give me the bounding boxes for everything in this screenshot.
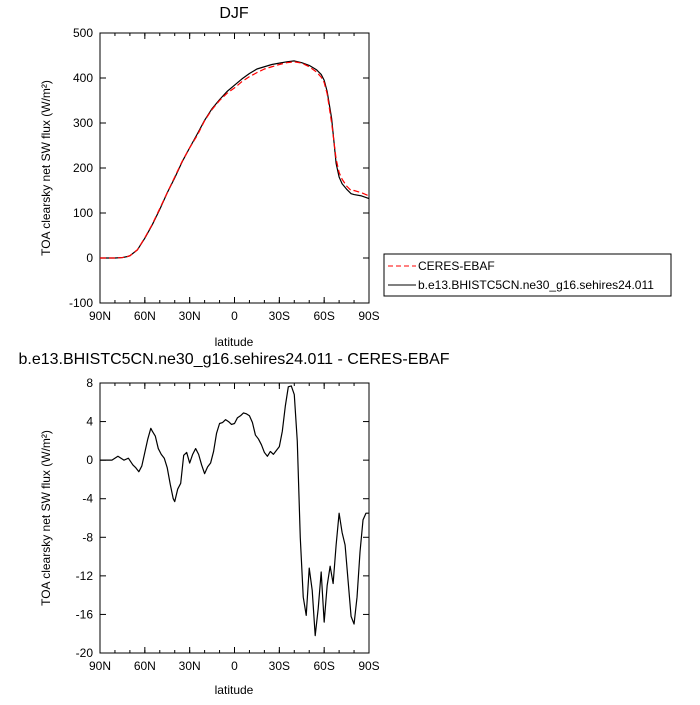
top-x-tick-label: 90N <box>89 309 111 323</box>
top-y-tick-label: 200 <box>73 161 93 175</box>
top-chart-title: DJF <box>219 5 249 22</box>
top-x-tick-label: 30S <box>269 309 290 323</box>
bottom-series-line <box>100 385 369 637</box>
top-x-tick-label: 90S <box>358 309 379 323</box>
bottom-y-tick-label: 8 <box>86 376 93 390</box>
bottom-y-tick-label: -12 <box>76 569 94 583</box>
top-y-tick-label: 100 <box>73 206 93 220</box>
bottom-x-tick-label: 0 <box>231 659 238 673</box>
legend-label-model: b.e13.BHISTC5CN.ne30_g16.sehires24.011 <box>418 278 654 292</box>
bottom-x-tick-label: 30N <box>179 659 201 673</box>
bottom-chart-title: b.e13.BHISTC5CN.ne30_g16.sehires24.011 -… <box>18 351 449 368</box>
bottom-y-tick-label: -8 <box>82 530 93 544</box>
legend-box <box>383 253 672 297</box>
top-x-tick-label: 60N <box>134 309 156 323</box>
bottom-x-axis-label: latitude <box>215 683 254 697</box>
bottom-series-lines <box>100 385 369 637</box>
bottom-y-tick-label: -20 <box>76 646 94 660</box>
top-legend: CERES-EBAF b.e13.BHISTC5CN.ne30_g16.sehi… <box>383 253 672 297</box>
top-axes: 90N 60N 30N 0 30S 60S 90S -100 0 100 200 300 400 500 <box>69 26 380 323</box>
top-x-tick-label: 60S <box>313 309 334 323</box>
top-y-tick-label: 0 <box>86 251 93 265</box>
top-x-tick-label: 0 <box>231 309 238 323</box>
bottom-x-tick-label: 90S <box>358 659 379 673</box>
top-y-axis-label: TOA clearsky net SW flux (W/m²) <box>39 80 53 256</box>
legend-label-ceres: CERES-EBAF <box>418 259 495 273</box>
bottom-x-tick-label: 60S <box>313 659 334 673</box>
top-series-lines <box>100 60 370 259</box>
top-y-tick-label: 500 <box>73 26 93 40</box>
top-x-axis-label: latitude <box>215 335 254 349</box>
bottom-x-tick-label: 30S <box>269 659 290 673</box>
bottom-panel: b.e13.BHISTC5CN.ne30_g16.sehires24.011 -… <box>18 351 449 697</box>
bottom-y-tick-label: -16 <box>76 607 94 621</box>
top-panel: DJF 90N 60N 30N 0 30S 60S 90S -100 0 100 200 300 400… <box>39 5 672 349</box>
top-y-tick-label: -100 <box>69 296 93 310</box>
bottom-y-axis-label: TOA clearsky net SW flux (W/m²) <box>39 430 53 606</box>
top-y-tick-label: 300 <box>73 116 93 130</box>
top-y-tick-label: 400 <box>73 71 93 85</box>
top-series-line <box>100 60 370 259</box>
top-plot-frame <box>99 32 370 304</box>
bottom-x-tick-label: 60N <box>134 659 156 673</box>
bottom-y-tick-label: 4 <box>86 415 93 429</box>
bottom-y-tick-label: -4 <box>82 492 93 506</box>
bottom-y-tick-label: 0 <box>86 453 93 467</box>
top-series-line <box>100 61 370 259</box>
top-x-tick-label: 30N <box>179 309 201 323</box>
bottom-x-tick-label: 90N <box>89 659 111 673</box>
bottom-axes: 90N 60N 30N 0 30S 60S 90S -20 -16 -12 -8 -4 0 4 8 <box>76 376 380 673</box>
